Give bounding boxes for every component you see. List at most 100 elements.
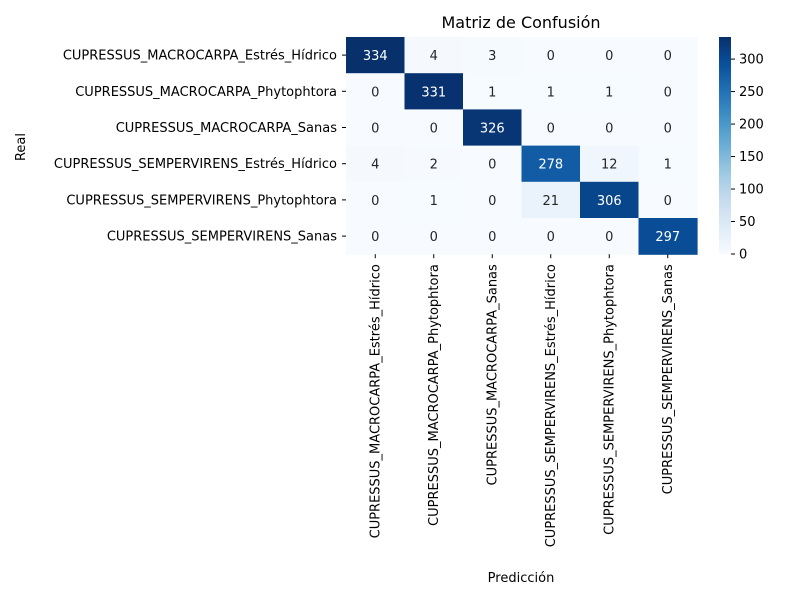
cell-value-label: 0 [547, 122, 555, 137]
heatmap-cell [463, 37, 523, 74]
x-tick-label: CUPRESSUS_MACROCARPA_Estrés_Hídrico [369, 264, 384, 538]
cell-value-label: 0 [488, 194, 496, 209]
cell-value-label: 297 [655, 230, 680, 245]
y-tick-label: CUPRESSUS_MACROCARPA_Estrés_Hídrico [63, 49, 337, 64]
cell-value-label: 3 [488, 49, 496, 64]
heatmap-cell-labels: 334 4 3 0 0 0 0 331 1 1 1 0 0 0 326 0 0 0 4 2 0 278 12 1 0 1 0 21 30… [363, 49, 680, 245]
heatmap-cell [580, 145, 640, 183]
heatmap-cell [463, 145, 523, 183]
cell-value-label: 0 [371, 85, 379, 100]
heatmap-cell [580, 181, 640, 219]
cell-value-label: 21 [542, 194, 559, 209]
cell-value-label: 0 [430, 230, 438, 245]
y-tick-label: CUPRESSUS_SEMPERVIRENS_Phytophtora [66, 193, 337, 208]
cell-value-label: 0 [430, 122, 438, 137]
cell-value-label: 0 [547, 230, 555, 245]
colorbar-tick-label: 300 [739, 53, 764, 68]
heatmap-cell [346, 145, 406, 183]
heatmap-cell [404, 37, 464, 74]
cell-value-label: 334 [363, 49, 388, 64]
cell-value-label: 0 [605, 230, 613, 245]
cell-value-label: 4 [371, 158, 379, 173]
colorbar-tick-label: 100 [739, 183, 764, 198]
cell-value-label: 0 [371, 194, 379, 209]
heatmap-cell [404, 181, 464, 219]
colorbar-tick-label: 150 [739, 150, 764, 165]
cell-value-label: 0 [371, 230, 379, 245]
cell-value-label: 0 [605, 49, 613, 64]
cell-value-label: 0 [664, 85, 672, 100]
heatmap-cell [638, 145, 698, 183]
x-tick-label: CUPRESSUS_MACROCARPA_Sanas [486, 264, 501, 486]
cell-value-label: 0 [605, 122, 613, 137]
cell-value-label: 278 [538, 158, 563, 173]
x-axis-label: Predicción [488, 571, 555, 586]
heatmap-cell [346, 218, 406, 255]
cell-value-label: 326 [480, 122, 505, 137]
x-tick-label: CUPRESSUS_SEMPERVIRENS_Phytophtora [603, 264, 618, 535]
x-tick-label: CUPRESSUS_MACROCARPA_Phytophtora [427, 264, 442, 526]
heatmap-cell [580, 218, 640, 255]
x-tick-label: CUPRESSUS_SEMPERVIRENS_Estrés_Hídrico [544, 264, 559, 547]
heatmap-cell [463, 109, 523, 147]
heatmap-cell [521, 181, 581, 219]
heatmap-cell [346, 73, 406, 110]
y-axis-tick-labels: CUPRESSUS_MACROCARPA_Estrés_Hídrico CUPRE… [54, 49, 346, 245]
cell-value-label: 306 [597, 194, 622, 209]
heatmap-cell [580, 73, 640, 110]
cell-value-label: 4 [430, 49, 438, 64]
cell-value-label: 1 [430, 194, 438, 209]
heatmap-cell [521, 37, 581, 74]
heatmap-cell [638, 37, 698, 74]
heatmap-cell [580, 37, 640, 74]
heatmap-cell [580, 109, 640, 147]
cell-value-label: 12 [601, 158, 618, 173]
x-axis-tick-labels: CUPRESSUS_MACROCARPA_Estrés_Hídrico CUPRE… [369, 254, 676, 547]
heatmap-cell [521, 145, 581, 183]
heatmap-cell [521, 218, 581, 255]
heatmap-cell [463, 218, 523, 255]
cell-value-label: 1 [664, 158, 672, 173]
heatmap-cell [638, 181, 698, 219]
x-tick-label: CUPRESSUS_SEMPERVIRENS_Sanas [661, 264, 676, 494]
chart-title: Matriz de Confusión [441, 13, 600, 32]
cell-value-label: 1 [605, 85, 613, 100]
heatmap-cell [638, 218, 698, 255]
heatmap-cells [346, 37, 698, 255]
heatmap-cell [346, 181, 406, 219]
heatmap-cell [346, 37, 406, 74]
heatmap-cell [638, 109, 698, 147]
colorbar-tick-label: 200 [739, 118, 764, 133]
colorbar-tick-label: 0 [739, 248, 747, 263]
heatmap-cell [463, 181, 523, 219]
heatmap-cell [404, 109, 464, 147]
y-axis-label: Real [14, 133, 29, 161]
heatmap-cell [521, 109, 581, 147]
cell-value-label: 0 [664, 122, 672, 137]
cell-value-label: 0 [547, 49, 555, 64]
heatmap-cell [346, 109, 406, 147]
colorbar-ticks: 0 50 100 150 200 250 300 [731, 53, 764, 263]
heatmap-cell [404, 218, 464, 255]
colorbar-tick-label: 250 [739, 85, 764, 100]
heatmap-cell [638, 73, 698, 110]
cell-value-label: 331 [421, 85, 446, 100]
heatmap-cell [404, 145, 464, 183]
colorbar-tick-label: 50 [739, 215, 756, 230]
cell-value-label: 1 [547, 85, 555, 100]
heatmap-cell [463, 73, 523, 110]
heatmap-cell [404, 73, 464, 110]
heatmap-cell [521, 73, 581, 110]
y-tick-label: CUPRESSUS_MACROCARPA_Sanas [116, 121, 338, 136]
y-tick-label: CUPRESSUS_SEMPERVIRENS_Sanas [107, 230, 337, 245]
cell-value-label: 0 [488, 158, 496, 173]
cell-value-label: 2 [430, 158, 438, 173]
cell-value-label: 0 [488, 230, 496, 245]
cell-value-label: 0 [664, 49, 672, 64]
cell-value-label: 1 [488, 85, 496, 100]
cell-value-label: 0 [664, 194, 672, 209]
cell-value-label: 0 [371, 122, 379, 137]
y-tick-label: CUPRESSUS_MACROCARPA_Phytophtora [75, 85, 337, 100]
y-tick-label: CUPRESSUS_SEMPERVIRENS_Estrés_Hídrico [54, 157, 337, 172]
colorbar [719, 37, 731, 254]
